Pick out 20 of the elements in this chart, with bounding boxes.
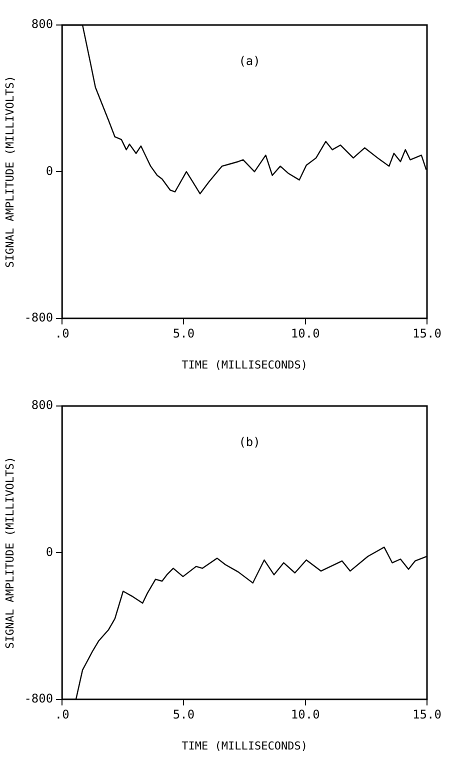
x-axis-title: TIME (MILLISECONDS) bbox=[182, 739, 308, 752]
x-tick-label: 10.0 bbox=[290, 708, 320, 722]
x-tick-label: 15.0 bbox=[412, 708, 442, 722]
y-tick-label: 800 bbox=[31, 398, 54, 412]
x-tick-label: .0 bbox=[54, 326, 70, 341]
annotation: (a) bbox=[238, 54, 260, 68]
y-tick-label: 800 bbox=[31, 17, 54, 32]
y-axis-title: SIGNAL AMPLITUDE (MILLIVOLTS) bbox=[3, 76, 16, 268]
x-tick-label: 15.0 bbox=[412, 326, 442, 341]
y-tick-label: 0 bbox=[46, 544, 54, 559]
annotation: (b) bbox=[238, 435, 260, 449]
y-axis-title: SIGNAL AMPLITUDE (MILLIVOLTS) bbox=[3, 456, 16, 649]
x-tick-label: .0 bbox=[54, 708, 70, 722]
y-tick-label: -800 bbox=[24, 310, 54, 325]
x-tick-label: 10.0 bbox=[290, 326, 320, 341]
x-tick-label: 5.0 bbox=[172, 708, 195, 722]
x-tick-label: 5.0 bbox=[172, 326, 195, 341]
y-tick-label: -800 bbox=[24, 692, 54, 706]
x-axis-title: TIME (MILLISECONDS) bbox=[182, 358, 308, 372]
y-tick-label: 0 bbox=[46, 164, 54, 178]
